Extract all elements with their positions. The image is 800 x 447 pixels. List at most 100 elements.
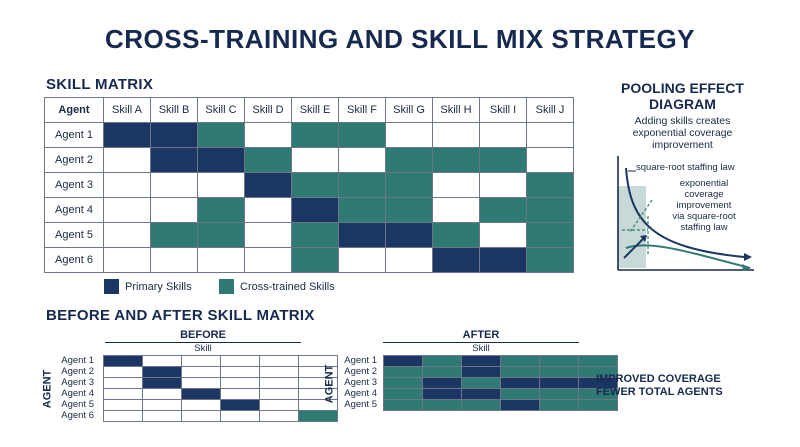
cross-trained-cell (539, 366, 579, 378)
primary-skill-cell (181, 388, 221, 400)
primary-skill-cell (244, 172, 292, 198)
matrix-row (383, 366, 618, 378)
primary-skill-cell (291, 197, 339, 223)
cross-trained-cell (383, 388, 423, 400)
empty-cell (244, 122, 292, 148)
primary-skill-cell (150, 147, 198, 173)
agent-row-label: Agent 2 (344, 366, 377, 377)
legend-cross-label: Cross-trained Skills (240, 280, 335, 293)
after-axis-label: AGENT (323, 364, 336, 404)
empty-cell (479, 122, 527, 148)
primary-skill-cell (197, 147, 245, 173)
empty-cell (259, 377, 299, 389)
matrix-row (383, 388, 618, 400)
empty-cell (181, 377, 221, 389)
empty-cell (103, 172, 151, 198)
primary-skill-cell (539, 377, 579, 389)
empty-cell (259, 399, 299, 411)
skill-column-header: Skill E (291, 97, 339, 123)
empty-cell (181, 366, 221, 378)
matrix-corner-label: Agent (44, 97, 104, 123)
agent-row-label: Agent 5 (61, 399, 94, 410)
matrix-row: Agent 5 (44, 222, 574, 248)
empty-cell (150, 172, 198, 198)
primary-skill-cell (479, 247, 527, 273)
after-agent-labels: Agent 1 Agent 2 Agent 3 Agent 4 Agent 5 (323, 355, 377, 410)
empty-cell (385, 122, 433, 148)
empty-cell (103, 222, 151, 248)
legend-primary-label: Primary Skills (125, 280, 192, 293)
agent-row-label: Agent 4 (344, 388, 377, 399)
cross-trained-cell (539, 399, 579, 411)
agent-row-label: Agent 2 (61, 366, 94, 377)
matrix-row (103, 399, 338, 411)
pooling-curve-cross (625, 244, 751, 269)
cross-trained-cell (526, 172, 574, 198)
empty-cell (181, 410, 221, 422)
pooling-up-arrow (623, 237, 645, 259)
agent-row-label: Agent 5 (44, 222, 104, 248)
pooling-label-line: improvement (676, 200, 732, 211)
pooling-label-line: staffing law (680, 222, 728, 233)
cross-trained-cell (338, 172, 386, 198)
cross-trained-cell (383, 366, 423, 378)
empty-cell (103, 377, 143, 389)
primary-skill-cell (142, 377, 182, 389)
agent-row-label: Agent 1 (61, 355, 94, 366)
skill-matrix-heading: SKILL MATRIX (46, 76, 154, 93)
empty-cell (103, 247, 151, 273)
primary-skill-cell (422, 377, 462, 389)
agent-row-label: Agent 4 (61, 388, 94, 399)
cross-trained-cell (291, 222, 339, 248)
cross-trained-cell (385, 197, 433, 223)
cross-trained-cell (526, 222, 574, 248)
empty-cell (259, 410, 299, 422)
before-matrix-table (103, 355, 338, 422)
empty-cell (181, 355, 221, 367)
pooling-arrowhead-cross (742, 264, 751, 271)
cross-trained-cell (422, 355, 462, 367)
empty-cell (142, 399, 182, 411)
empty-cell (103, 197, 151, 223)
empty-cell (432, 197, 480, 223)
after-skill-label: Skill (472, 343, 490, 354)
empty-cell (197, 172, 245, 198)
empty-cell (150, 197, 198, 223)
skill-matrix-table: Agent Skill A Skill B Skill C Skill D Skill E… (44, 97, 574, 273)
cross-trained-cell (539, 355, 579, 367)
empty-cell (291, 147, 339, 173)
primary-skill-cell (500, 399, 540, 411)
cross-trained-cell (338, 197, 386, 223)
primary-skill-cell (383, 355, 423, 367)
agent-row-label: Agent 1 (44, 122, 104, 148)
cross-trained-cell (385, 172, 433, 198)
primary-skill-cell (461, 366, 501, 378)
before-skill-label: Skill (194, 343, 212, 354)
pooling-title: POOLING EFFECT DIAGRAM (621, 80, 744, 112)
agent-row-label: Agent 2 (44, 147, 104, 173)
agent-row-label: Agent 3 (44, 172, 104, 198)
skill-column-header: Skill G (385, 97, 433, 123)
cross-trained-cell (197, 197, 245, 223)
empty-cell (479, 172, 527, 198)
legend-cross-swatch (219, 279, 234, 294)
empty-cell (259, 388, 299, 400)
agent-row-label: Agent 3 (61, 377, 94, 388)
page-title: CROSS-TRAINING AND SKILL MIX STRATEGY (104, 24, 696, 54)
empty-cell (244, 197, 292, 223)
before-divider (105, 342, 301, 343)
pooling-label-sqrt: square-root staffing law (636, 162, 735, 173)
primary-skill-cell (432, 247, 480, 273)
result-line-coverage: IMPROVED COVERAGE (596, 373, 721, 385)
cross-trained-cell (500, 388, 540, 400)
empty-cell (142, 410, 182, 422)
empty-cell (220, 366, 260, 378)
cross-trained-cell (197, 222, 245, 248)
primary-skill-cell (461, 355, 501, 367)
empty-cell (526, 122, 574, 148)
empty-cell (220, 377, 260, 389)
legend-primary: Primary Skills (104, 279, 192, 294)
cross-trained-cell (385, 147, 433, 173)
empty-cell (103, 147, 151, 173)
result-summary: IMPROVED COVERAGE FEWER TOTAL AGENTS (596, 373, 723, 399)
